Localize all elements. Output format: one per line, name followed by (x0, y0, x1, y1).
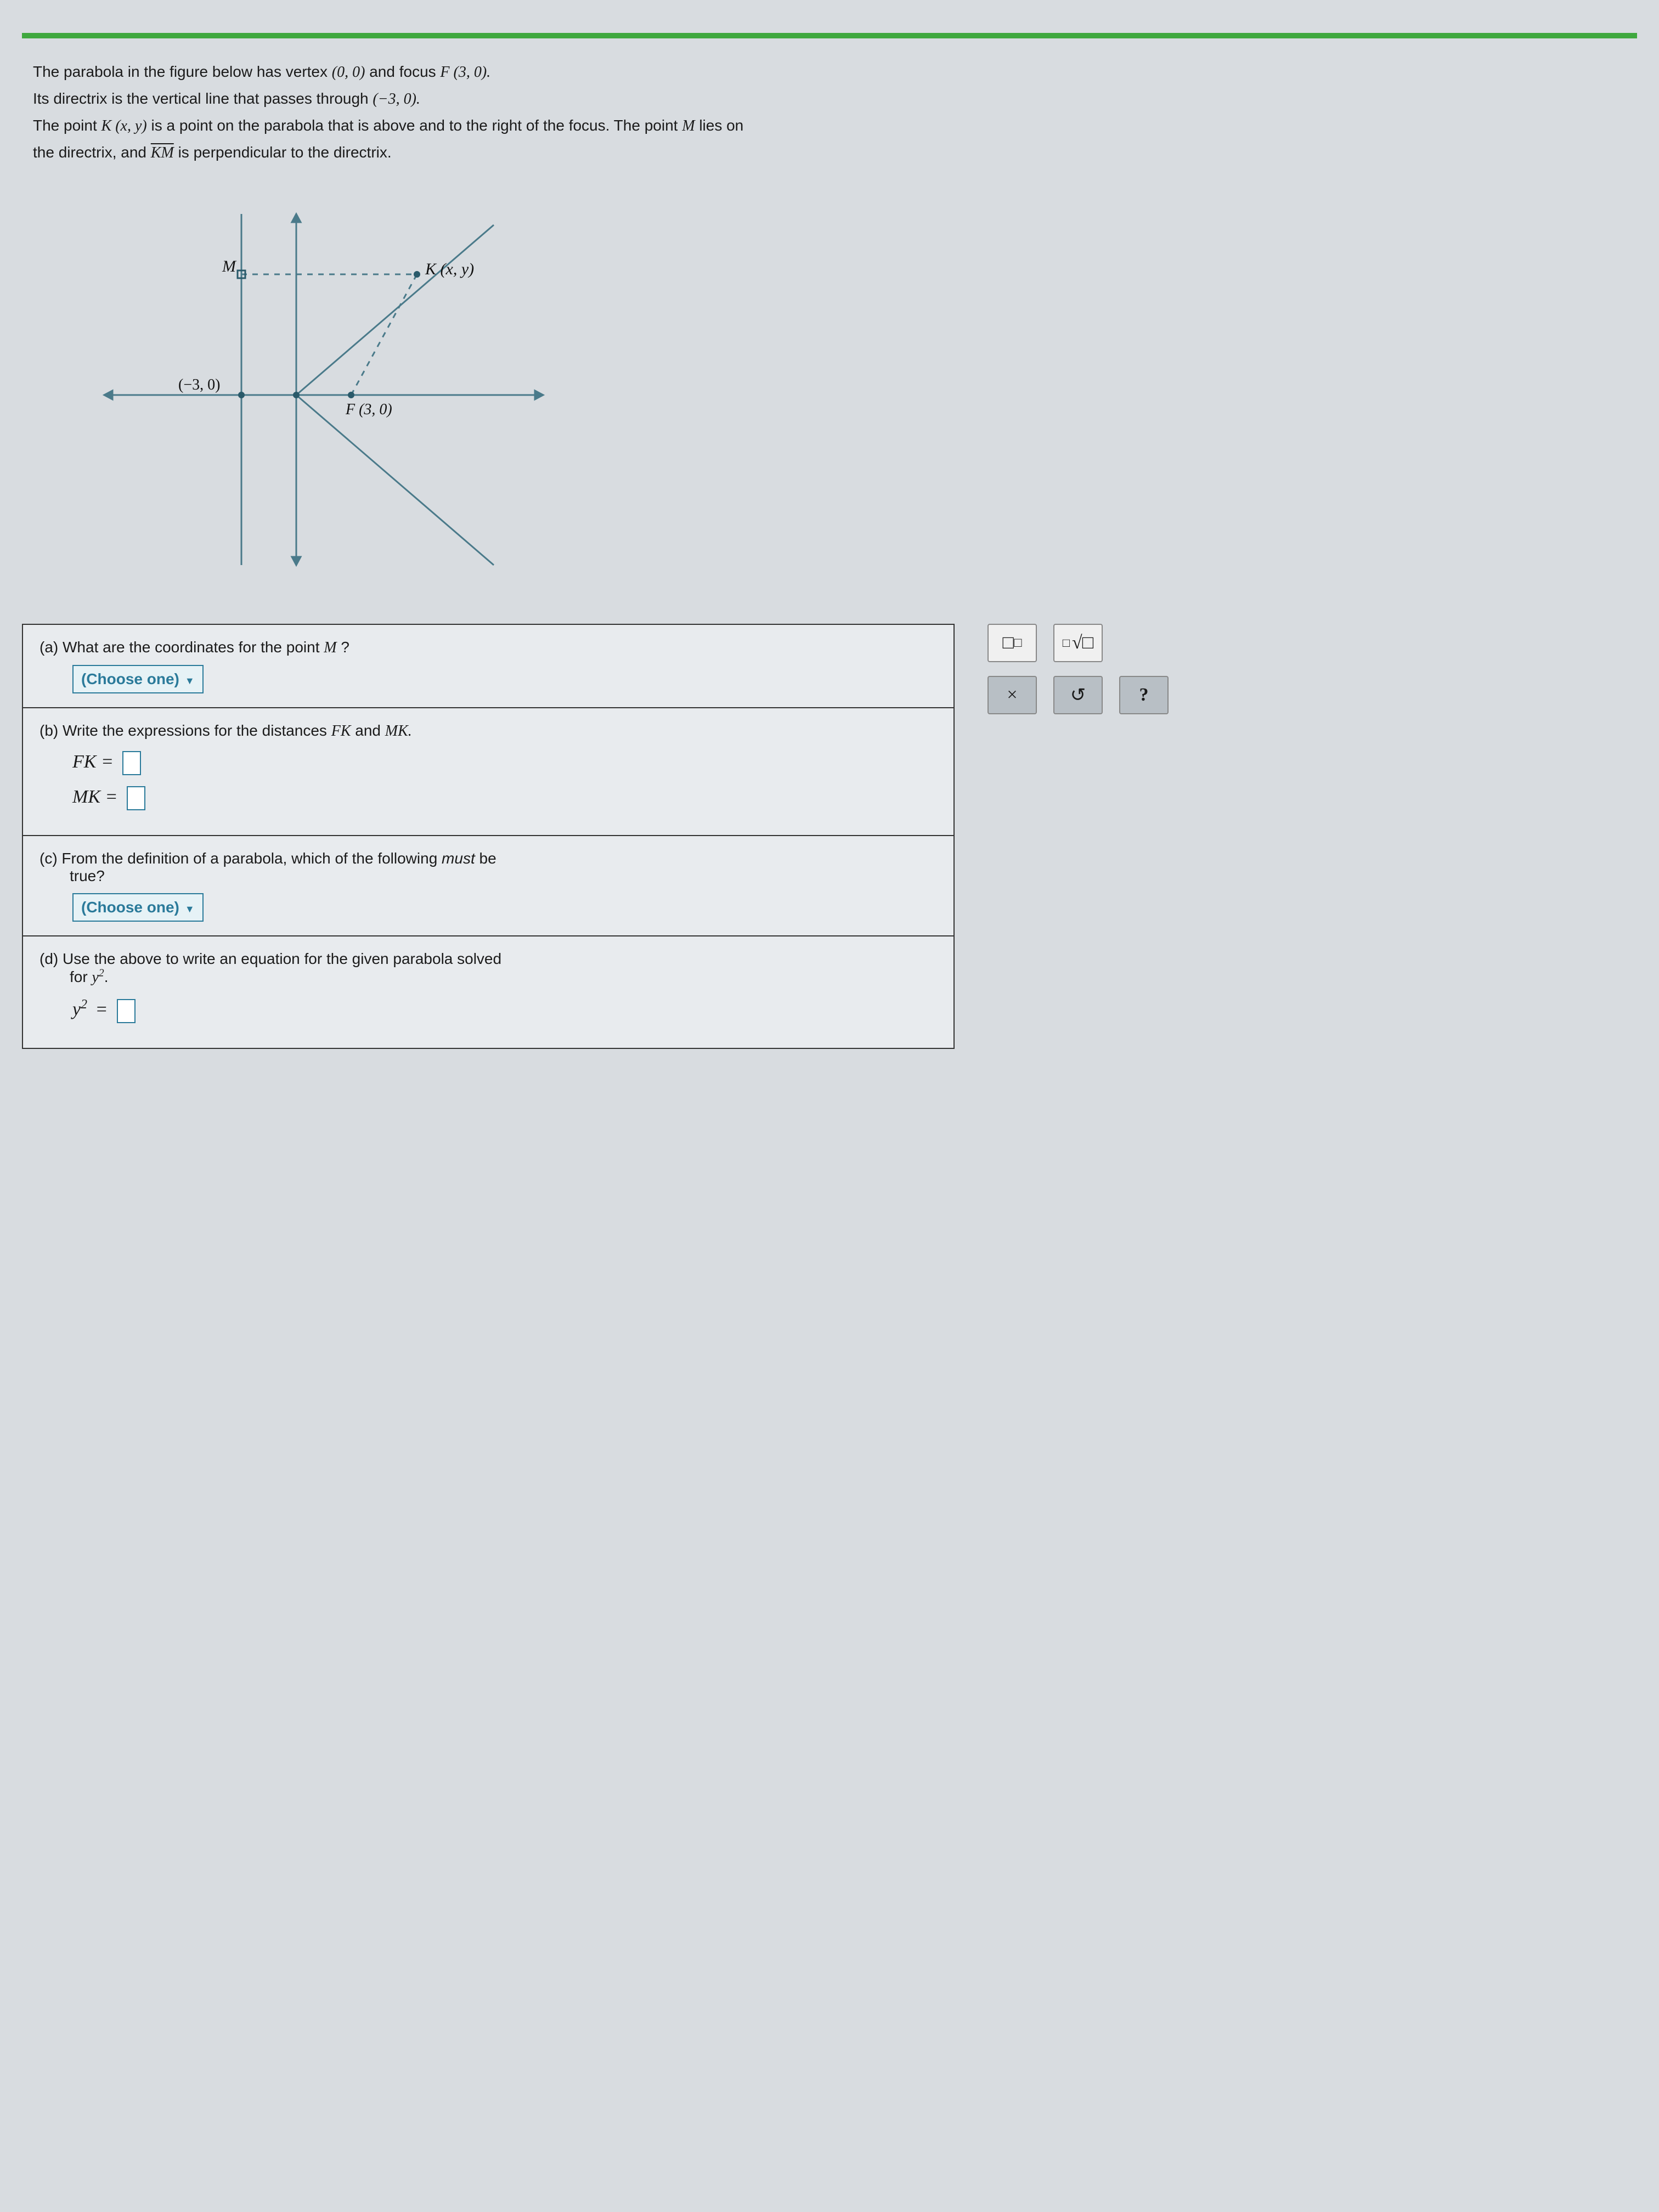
text: the directrix, and (33, 144, 151, 161)
text: lies on (699, 117, 743, 134)
exp-base: □ (1003, 633, 1014, 653)
directrix-point-marker (238, 392, 245, 398)
d-var: y (92, 969, 98, 986)
M-label: M (222, 257, 237, 275)
K-label: K (x, y) (425, 260, 474, 278)
text: and focus (369, 63, 440, 80)
part-c-cell: (c) From the definition of a parabola, w… (22, 836, 954, 936)
period: . (104, 968, 109, 985)
eq-eq: = (95, 1000, 108, 1020)
text: is perpendicular to the directrix. (178, 144, 392, 161)
segment-KM: KM (151, 144, 174, 161)
F-label: F (3, 0) (345, 401, 392, 418)
y-arrow-down-icon (292, 557, 301, 565)
and: and (355, 722, 385, 739)
part-c-text: (c) From the definition of a parabola, w… (40, 850, 442, 867)
eq-lhs: y (72, 1000, 81, 1020)
part-a-dropdown[interactable]: (Choose one) (72, 665, 204, 693)
help-button[interactable]: ? (1119, 676, 1169, 714)
MK-label: MK = (72, 787, 117, 807)
part-a-text: (a) What are the coordinates for the poi… (40, 639, 324, 656)
mk: MK. (385, 723, 412, 740)
part-a-var: M (324, 639, 336, 656)
y2-input[interactable] (117, 999, 136, 1023)
true: true? (70, 867, 105, 884)
be: be (479, 850, 496, 867)
part-a-q: ? (341, 639, 349, 656)
sqrt-main: √□ (1072, 633, 1093, 653)
problem-container: The parabola in the figure below has ver… (22, 60, 1613, 1049)
text: Its directrix is the vertical line that … (33, 90, 373, 107)
part-c-dropdown[interactable]: (Choose one) (72, 893, 204, 922)
eq-exp: 2 (81, 997, 87, 1012)
y-arrow-up-icon (292, 214, 301, 222)
focus: F (3, 0). (440, 64, 490, 81)
text: The parabola in the figure below has ver… (33, 63, 332, 80)
close-button[interactable]: × (988, 676, 1037, 714)
answer-table: (a) What are the coordinates for the poi… (22, 624, 955, 1049)
vertex: (0, 0) (332, 64, 365, 81)
directrix-pt-label: (−3, 0) (178, 376, 220, 393)
part-b-text: (b) Write the expressions for the distan… (40, 722, 331, 739)
math-toolbox: □□ □√□ × ↺ ? (988, 624, 1169, 728)
segment-FK (351, 274, 417, 395)
part-d-cell: (d) Use the above to write an equation f… (22, 936, 954, 1048)
exponent-tool-button[interactable]: □□ (988, 624, 1037, 662)
directrix-point: (−3, 0). (373, 91, 420, 108)
text: is a point on the parabola that is above… (151, 117, 682, 134)
x-arrow-left-icon (104, 391, 112, 399)
K-point (414, 271, 420, 278)
d-exp: 2 (99, 968, 104, 979)
part-a-cell: (a) What are the coordinates for the poi… (22, 624, 954, 708)
sqrt-tool-button[interactable]: □√□ (1053, 624, 1103, 662)
FK-label: FK = (72, 752, 114, 772)
exp-sup: □ (1014, 636, 1022, 651)
for: for (70, 968, 92, 985)
focus-point (348, 392, 354, 398)
sqrt-index: □ (1063, 636, 1070, 650)
FK-input[interactable] (122, 751, 141, 775)
text: The point (33, 117, 101, 134)
close-icon: × (1007, 685, 1017, 706)
part-d-text: (d) Use the above to write an equation f… (40, 950, 501, 967)
part-b-cell: (b) Write the expressions for the distan… (22, 708, 954, 836)
must: must (442, 850, 475, 867)
point-K: K (x, y) (101, 117, 147, 134)
help-icon: ? (1139, 685, 1149, 706)
point-M: M (682, 117, 695, 134)
graph-svg: M K (x, y) F (3, 0) (−3, 0) (77, 192, 571, 576)
vertex-point (293, 392, 300, 398)
fk: FK (331, 723, 351, 740)
problem-statement: The parabola in the figure below has ver… (22, 60, 1613, 165)
top-accent-bar (22, 33, 1637, 38)
reset-button[interactable]: ↺ (1053, 676, 1103, 714)
parabola-graph: M K (x, y) F (3, 0) (−3, 0) (77, 192, 1613, 580)
MK-input[interactable] (127, 786, 145, 810)
reset-icon: ↺ (1070, 684, 1086, 706)
x-arrow-right-icon (535, 391, 543, 399)
